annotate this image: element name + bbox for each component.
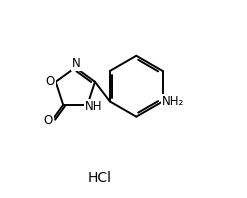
Text: O: O	[44, 114, 53, 127]
Text: HCl: HCl	[88, 171, 112, 185]
Text: NH: NH	[85, 100, 102, 113]
Text: NH₂: NH₂	[162, 95, 185, 108]
Text: O: O	[45, 75, 55, 88]
Text: N: N	[72, 57, 81, 70]
